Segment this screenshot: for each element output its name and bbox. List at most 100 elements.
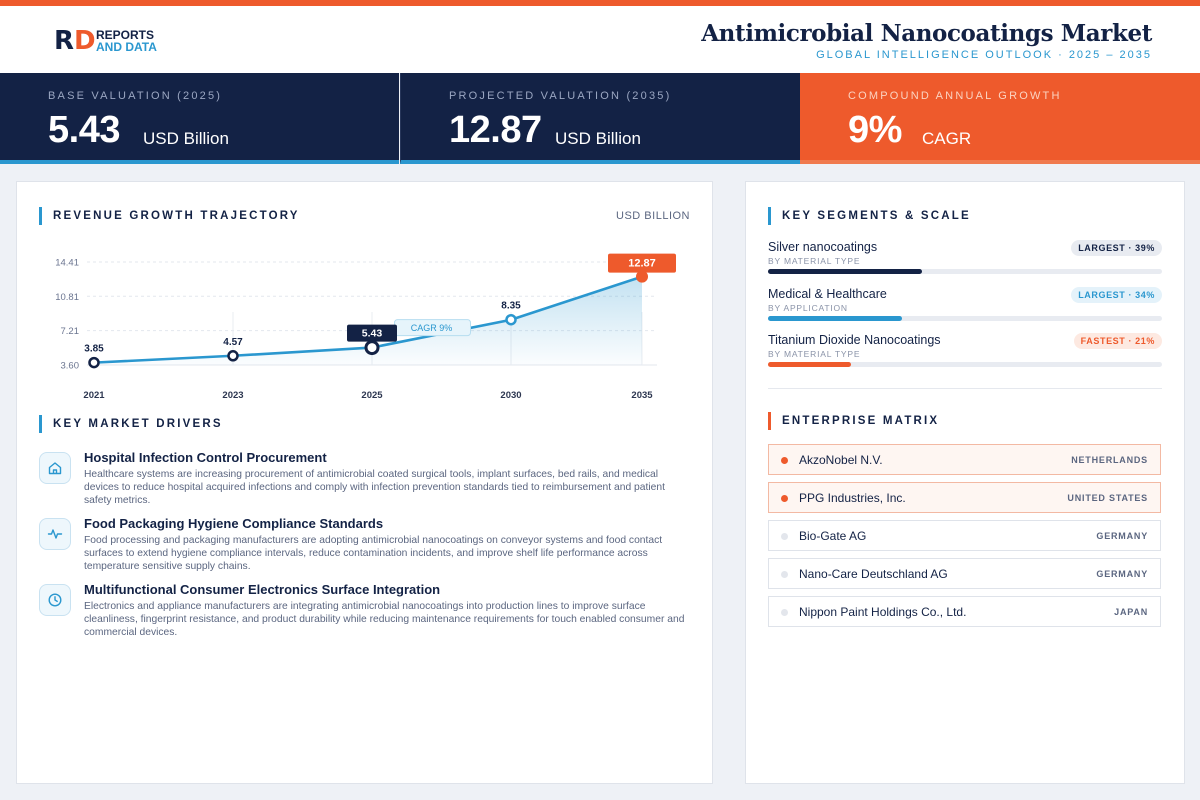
enterprise-section-title: ENTERPRISE MATRIX (768, 412, 939, 430)
data-label: 12.87 (628, 258, 656, 270)
data-label: 3.85 (84, 344, 104, 355)
segments-section-title: KEY SEGMENTS & SCALE (768, 207, 971, 225)
revenue-chart: 14.41 10.81 7.21 3.60 2021 2023 2025 2030 2035 C… (55, 253, 676, 401)
y-tick-label: 10.81 (55, 292, 79, 303)
y-tick-label: 14.41 (55, 258, 79, 269)
kpi-label: BASE VALUATION (2025) (48, 90, 223, 102)
y-tick-label: 3.60 (61, 361, 80, 372)
x-tick-label: 2023 (222, 390, 243, 401)
data-label-box (347, 324, 397, 342)
segment-name: Silver nanocoatings (768, 240, 878, 254)
kpi-base-valuation: BASE VALUATION (2025) 5.43 USD Billion (0, 73, 399, 164)
home-icon (39, 452, 71, 484)
x-tick-label: 2035 (631, 390, 653, 401)
segment-item: Silver nanocoatings BY MATERIAL TYPE LAR… (768, 240, 1162, 284)
enterprise-marker-dot (781, 495, 788, 502)
data-point (636, 270, 648, 283)
enterprise-row[interactable]: Bio-Gate AG GERMANY (768, 520, 1161, 551)
enterprise-row[interactable]: AkzoNobel N.V. NETHERLANDS (768, 444, 1161, 475)
data-point (227, 350, 239, 362)
x-tick-label: 2025 (361, 390, 383, 401)
revenue-section-title: REVENUE GROWTH TRAJECTORY (39, 207, 300, 225)
kpi-unit: CAGR (922, 129, 972, 148)
enterprise-row[interactable]: PPG Industries, Inc. UNITED STATES (768, 482, 1161, 513)
segment-badge: LARGEST · 39% (1071, 240, 1162, 256)
segment-category: BY MATERIAL TYPE (768, 256, 861, 266)
top-accent-bar (0, 0, 1200, 6)
page-subtitle: GLOBAL INTELLIGENCE OUTLOOK · 2025 – 203… (816, 49, 1152, 61)
enterprise-row[interactable]: Nano-Care Deutschland AG GERMANY (768, 558, 1161, 589)
kpi-cagr: COMPOUND ANNUAL GROWTH 9% CAGR (800, 73, 1200, 164)
logo-letter-r: R (54, 26, 74, 56)
page-title: Antimicrobial Nanocoatings Market (701, 20, 1152, 47)
enterprise-country: JAPAN (1114, 607, 1148, 617)
kpi-label: PROJECTED VALUATION (2035) (449, 90, 672, 102)
segment-bar-fill (768, 362, 851, 367)
cagr-annotation: CAGR 9% (411, 323, 453, 333)
y-tick-label: 7.21 (61, 326, 80, 337)
logo-letter-d: D (74, 26, 96, 56)
enterprise-marker-dot (781, 533, 788, 540)
data-label: 4.57 (223, 337, 243, 348)
driver-description: Food processing and packaging manufactur… (84, 535, 663, 572)
segment-name: Medical & Healthcare (768, 287, 887, 301)
enterprise-row[interactable]: Nippon Paint Holdings Co., Ltd. JAPAN (768, 596, 1161, 627)
logo-mark: R D (54, 26, 98, 56)
left-panel: REVENUE GROWTH TRAJECTORY USD BILLION 14… (16, 181, 713, 784)
segment-bar-track (768, 269, 1162, 274)
segment-name: Titanium Dioxide Nanocoatings (768, 333, 941, 347)
segment-category: BY APPLICATION (768, 303, 848, 313)
logo-text-line1: REPORTS (96, 28, 155, 42)
logo-text: REPORTS AND DATA (96, 29, 157, 53)
segment-category: BY MATERIAL TYPE (768, 349, 861, 359)
kpi-value: 9% (848, 109, 902, 151)
revenue-unit-label: USD BILLION (616, 210, 690, 222)
driver-description: Healthcare systems are increasing procur… (84, 469, 665, 506)
driver-title: Food Packaging Hygiene Compliance Standa… (84, 516, 384, 531)
kpi-unit: USD Billion (143, 129, 229, 148)
page-header: R D REPORTS AND DATA Antimicrobial Nanoc… (0, 6, 1200, 73)
data-label: 8.35 (501, 301, 521, 312)
segment-item: Titanium Dioxide Nanocoatings BY MATERIA… (768, 333, 1162, 377)
segment-badge: LARGEST · 34% (1071, 287, 1162, 303)
kpi-projected-valuation: PROJECTED VALUATION (2035) 12.87 USD Bil… (400, 73, 800, 164)
pulse-icon (39, 518, 71, 550)
x-tick-label: 2021 (83, 390, 105, 401)
data-label: 5.43 (362, 328, 383, 340)
kpi-value: 5.43 (48, 109, 120, 151)
driver-title: Hospital Infection Control Procurement (84, 450, 327, 465)
section-divider (768, 388, 1162, 389)
area-fill (94, 276, 642, 365)
data-point (88, 356, 100, 369)
enterprise-name: Bio-Gate AG (799, 529, 867, 543)
enterprise-name: Nippon Paint Holdings Co., Ltd. (799, 605, 967, 619)
kpi-label: COMPOUND ANNUAL GROWTH (848, 90, 1062, 102)
enterprise-name: AkzoNobel N.V. (799, 453, 883, 467)
kpi-value: 12.87 (449, 109, 542, 151)
enterprise-country: GERMANY (1096, 531, 1148, 541)
driver-title: Multifunctional Consumer Electronics Sur… (84, 582, 441, 597)
logo-text-line2: AND DATA (96, 40, 157, 54)
segment-bar-fill (768, 269, 922, 274)
enterprise-name: PPG Industries, Inc. (799, 491, 906, 505)
enterprise-country: UNITED STATES (1067, 493, 1148, 503)
driver-description: Electronics and appliance manufacturers … (84, 601, 685, 638)
enterprise-country: NETHERLANDS (1071, 455, 1148, 465)
enterprise-marker-dot (781, 609, 788, 616)
x-tick-label: 2030 (500, 390, 521, 401)
enterprise-marker-dot (781, 571, 788, 578)
clock-icon (39, 584, 71, 616)
data-point (505, 313, 517, 326)
right-panel: KEY SEGMENTS & SCALE Silver nanocoatings… (745, 181, 1185, 784)
enterprise-country: GERMANY (1096, 569, 1148, 579)
segment-bar-fill (768, 316, 902, 321)
data-point (364, 340, 380, 356)
data-label-box (608, 253, 676, 273)
enterprise-name: Nano-Care Deutschland AG (799, 567, 948, 581)
kpi-unit: USD Billion (555, 129, 641, 148)
brand-logo[interactable]: R D REPORTS AND DATA (54, 28, 157, 54)
segment-badge: FASTEST · 21% (1073, 333, 1162, 349)
segment-bar-track (768, 316, 1162, 321)
drivers-section-title: KEY MARKET DRIVERS (39, 415, 223, 433)
enterprise-marker-dot (781, 457, 788, 464)
